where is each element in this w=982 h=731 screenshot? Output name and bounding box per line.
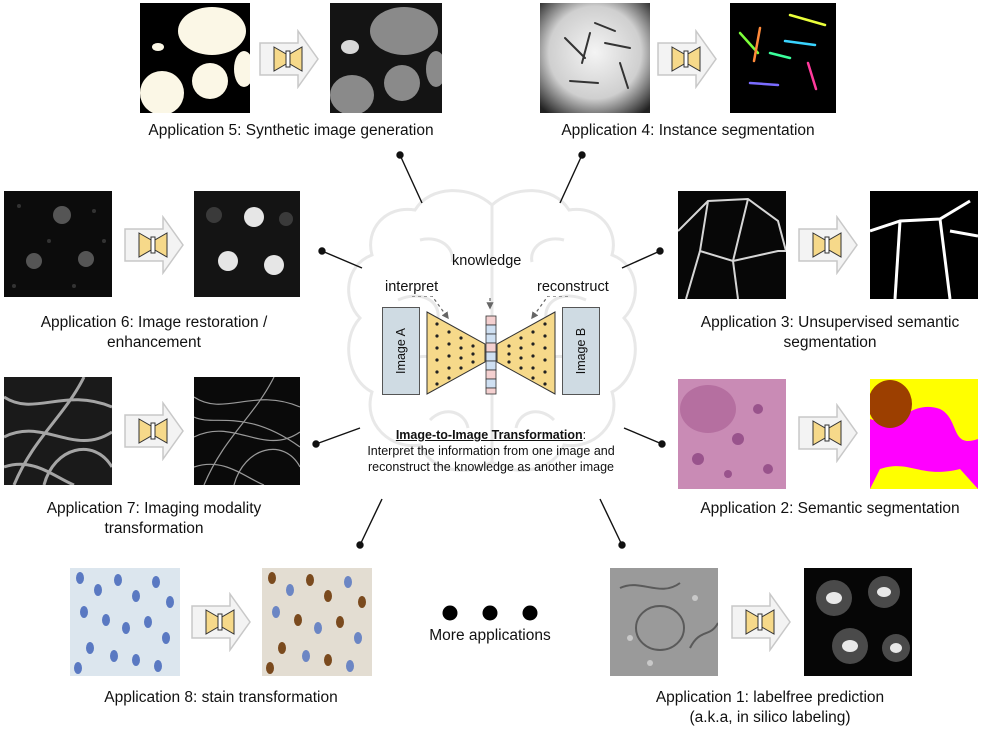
image-b-label: Image B — [574, 327, 588, 375]
app3-caption: Application 3: Unsupervised semantic segm… — [700, 314, 960, 351]
more-applications-label: More applications — [429, 627, 551, 644]
center-title: Image-to-Image Transformation — [395, 428, 583, 442]
app3-output-segmentation-image — [870, 191, 978, 299]
app5-output-nuclei-image — [330, 3, 442, 113]
app7-caption: Application 7: Imaging modality transform… — [46, 500, 262, 537]
app7-input-fibers-image — [4, 377, 112, 485]
app2-input-histology-image — [678, 379, 786, 489]
center-description: Image-to-Image Transformation: Interpret… — [346, 427, 636, 475]
bowtie-network-diagram — [412, 296, 568, 320]
app6-output-restored-image — [194, 191, 300, 297]
app1-caption: Application 1: labelfree prediction (a.k.… — [655, 689, 885, 726]
interpret-label: interpret — [385, 279, 439, 295]
app8-input-stain-image — [70, 568, 180, 676]
app1-input-brightfield-image — [610, 568, 718, 676]
app5-input-mask-image — [140, 3, 250, 113]
app4-caption: Application 4: Instance segmentation — [561, 122, 815, 139]
app6-input-noisy-image — [4, 191, 112, 297]
app8-output-stain-image — [262, 568, 372, 676]
app8-arrow-icon — [190, 592, 252, 652]
app3-arrow-icon — [797, 215, 859, 275]
center-description-line1: Interpret the information from one image… — [367, 444, 615, 458]
app6-arrow-icon — [123, 215, 185, 275]
ellipsis-dots-icon — [442, 605, 538, 621]
app1-arrow-icon — [730, 592, 792, 652]
encoder-decoder-icon — [426, 311, 556, 395]
image-b-box: Image B — [562, 307, 600, 395]
center-description-line2: reconstruct the knowledge as another ima… — [368, 460, 614, 474]
app7-arrow-icon — [123, 401, 185, 461]
app4-arrow-icon — [656, 29, 718, 89]
app2-arrow-icon — [797, 403, 859, 463]
app6-caption: Application 6: Image restoration / enhanc… — [40, 314, 268, 351]
app2-caption: Application 2: Semantic segmentation — [700, 500, 960, 517]
app7-output-fibers-image — [194, 377, 300, 485]
app4-input-worms-image — [540, 3, 650, 113]
app5-caption: Application 5: Synthetic image generatio… — [148, 122, 434, 139]
app8-caption: Application 8: stain transformation — [104, 689, 338, 706]
reconstruct-label: reconstruct — [537, 279, 609, 295]
app5-arrow-icon — [258, 29, 320, 89]
app1-output-fluorescence-image — [804, 568, 912, 676]
knowledge-label: knowledge — [452, 253, 522, 269]
image-a-box: Image A — [382, 307, 420, 395]
app3-input-membrane-image — [678, 191, 786, 299]
app4-output-instances-image — [730, 3, 836, 113]
app2-output-segmentation-image — [870, 379, 978, 489]
center-title-suffix: : — [582, 428, 587, 442]
image-a-label: Image A — [394, 328, 408, 374]
